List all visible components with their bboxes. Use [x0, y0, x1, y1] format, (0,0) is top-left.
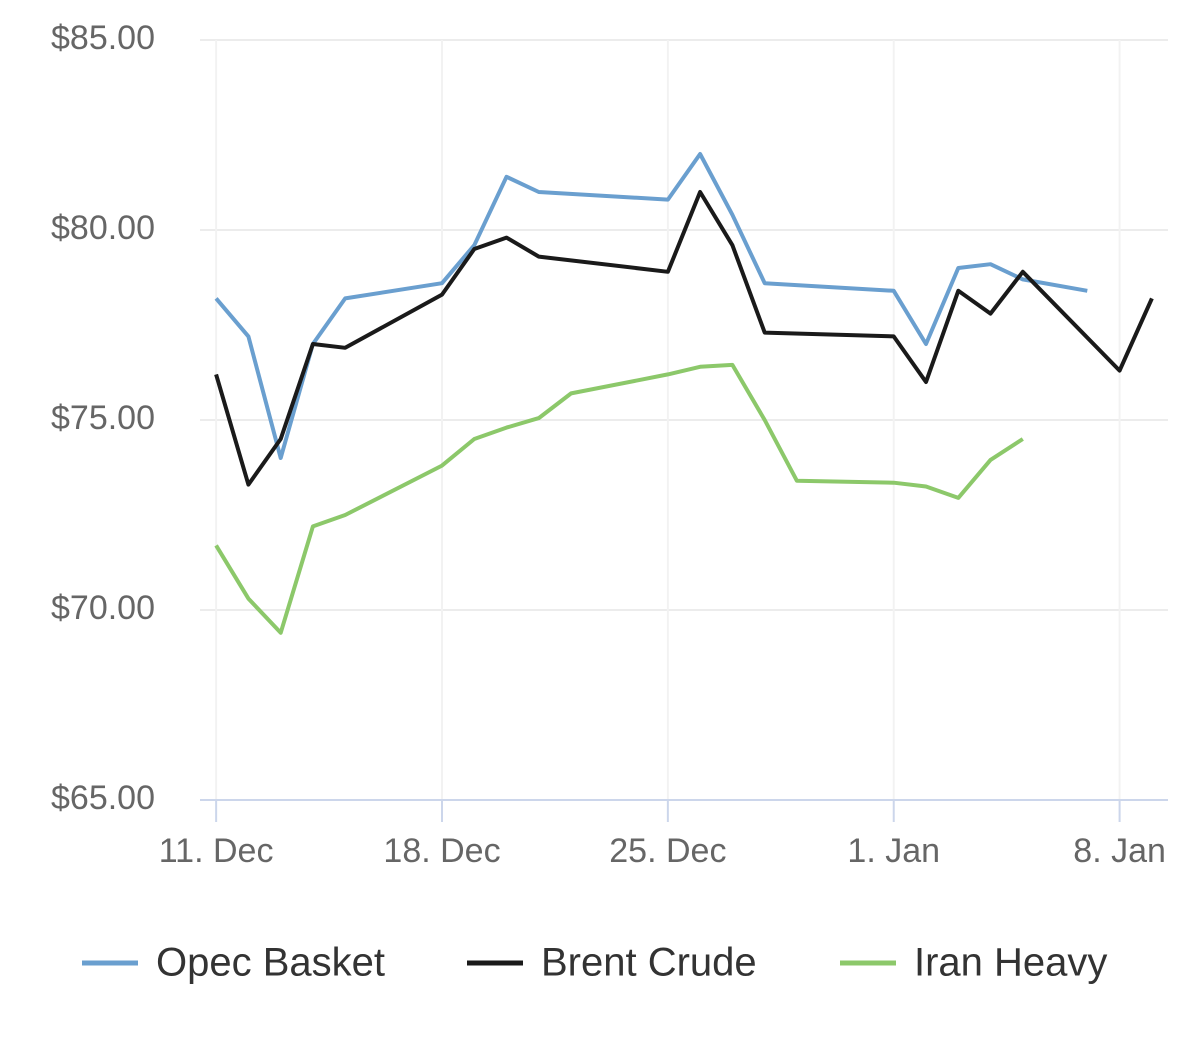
- legend-label: Iran Heavy: [914, 941, 1107, 985]
- x-tick-label: 25. Dec: [609, 832, 726, 870]
- series-line: [214, 190, 1154, 487]
- y-tick-label: $70.00: [51, 589, 155, 627]
- y-tick-label: $80.00: [51, 209, 155, 247]
- y-tick-label: $85.00: [51, 19, 155, 57]
- x-tick-label: 8. Jan: [1073, 832, 1166, 870]
- y-tick-label: $65.00: [51, 779, 155, 817]
- legend-label: Opec Basket: [156, 941, 385, 985]
- x-tick-label: 11. Dec: [159, 832, 274, 870]
- x-tick-label: 18. Dec: [383, 832, 500, 870]
- y-tick-label: $75.00: [51, 399, 155, 437]
- x-tick-label: 1. Jan: [847, 832, 940, 870]
- series-line: [214, 152, 1088, 460]
- series-line: [214, 362, 1024, 635]
- legend-label: Brent Crude: [541, 941, 757, 985]
